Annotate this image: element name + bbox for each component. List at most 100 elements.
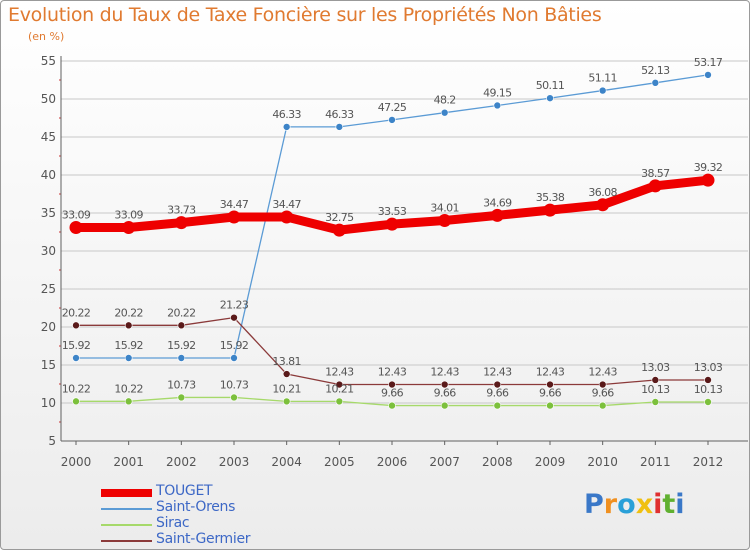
x-tick-label: 2011 (640, 455, 671, 469)
data-point (651, 79, 660, 87)
data-point (69, 221, 83, 235)
data-point (230, 354, 238, 362)
x-tick-label: 2000 (61, 455, 92, 469)
data-label: 15.92 (62, 339, 91, 352)
data-label: 12.43 (430, 366, 459, 379)
data-point (124, 354, 133, 362)
data-point (546, 380, 554, 389)
data-point (438, 214, 452, 228)
data-label: 10.73 (220, 378, 249, 391)
data-point (282, 397, 291, 406)
data-point (648, 179, 662, 193)
data-label: 9.66 (592, 387, 615, 400)
data-point (598, 380, 607, 389)
line-chart: 5 10 15 20 25 30 35 40 45 50 55 2000 2001 2002 2003 200… (41, 54, 748, 469)
data-point (598, 86, 607, 95)
data-label: 10.21 (325, 382, 354, 395)
y-tick-label: 40 (41, 168, 56, 182)
data-point (335, 123, 344, 131)
data-point (704, 71, 712, 79)
data-point (388, 116, 396, 124)
data-label: 47.25 (378, 101, 407, 114)
data-point (440, 401, 449, 410)
data-point (388, 380, 396, 389)
x-tick-label: 2007 (429, 455, 460, 469)
data-point (546, 401, 554, 410)
logo-letter: o (617, 489, 636, 520)
data-label: 36.08 (588, 186, 617, 199)
x-tick-label: 2001 (113, 455, 144, 469)
data-point (282, 123, 291, 131)
x-tick-label: 2010 (587, 455, 618, 469)
data-label: 9.66 (434, 387, 457, 400)
data-label: 46.33 (272, 108, 301, 121)
chart-title: Evolution du Taux de Taxe Foncière sur l… (8, 4, 602, 26)
data-label: 20.22 (114, 306, 143, 319)
data-point (124, 321, 133, 330)
y-tick-label: 10 (41, 396, 56, 410)
data-point (335, 397, 344, 406)
legend-swatch (101, 524, 152, 526)
data-label: 15.92 (167, 339, 196, 352)
data-label: 13.81 (272, 355, 301, 368)
data-label: 9.66 (381, 387, 404, 400)
data-label: 33.09 (114, 209, 143, 222)
data-point (598, 401, 607, 410)
legend-label: Saint-Orens (156, 499, 236, 515)
data-label: 12.43 (536, 366, 565, 379)
data-label: 9.66 (539, 387, 562, 400)
y-tick-label: 30 (41, 244, 56, 258)
y-tick-label: 50 (41, 92, 56, 106)
logo-letter: i (653, 489, 663, 520)
data-label: 34.01 (430, 202, 459, 215)
data-label: 39.32 (694, 161, 723, 174)
data-label: 12.43 (588, 366, 617, 379)
logo-letter: t (662, 489, 676, 520)
data-point (704, 398, 712, 406)
data-label: 13.03 (641, 361, 670, 374)
data-label: 33.53 (378, 205, 407, 218)
data-label: 34.47 (220, 198, 249, 211)
legend-swatch (101, 508, 152, 510)
data-point (490, 208, 504, 222)
legend-label: TOUGET (156, 483, 213, 499)
x-tick-label: 2012 (693, 455, 724, 469)
data-point (543, 203, 557, 217)
data-point (704, 376, 712, 384)
data-label: 10.22 (62, 382, 91, 395)
data-label: 10.22 (114, 382, 143, 395)
data-point (72, 354, 80, 362)
x-tick-label: 2009 (535, 455, 566, 469)
data-label: 10.13 (694, 383, 723, 396)
data-label: 49.15 (483, 86, 512, 99)
data-label: 15.92 (220, 339, 249, 352)
data-label: 38.57 (641, 167, 670, 180)
x-tick-label: 2005 (324, 455, 355, 469)
data-point (230, 393, 238, 402)
data-point (124, 397, 133, 406)
data-point (546, 94, 554, 102)
data-point (177, 354, 186, 362)
data-label: 33.73 (167, 204, 196, 217)
data-label: 20.22 (167, 306, 196, 319)
y-tick-label: 25 (41, 282, 56, 296)
data-point (596, 198, 610, 212)
data-point (174, 216, 188, 230)
y-tick-label: 35 (41, 206, 56, 220)
data-point (72, 321, 80, 330)
data-label: 13.03 (694, 361, 723, 374)
data-point (332, 223, 346, 237)
data-label: 51.11 (588, 72, 617, 85)
data-label: 50.11 (536, 79, 565, 92)
data-label: 33.09 (62, 209, 91, 222)
data-point (177, 393, 186, 402)
x-tick-label: 2008 (482, 455, 513, 469)
data-point (227, 210, 241, 224)
data-point (493, 101, 502, 110)
data-label: 21.23 (220, 299, 249, 312)
data-point (280, 210, 294, 224)
data-label: 34.47 (272, 198, 301, 211)
legend-swatch (101, 540, 152, 542)
legend-label: Sirac (156, 515, 190, 531)
unit-label: (en %) (28, 30, 65, 43)
